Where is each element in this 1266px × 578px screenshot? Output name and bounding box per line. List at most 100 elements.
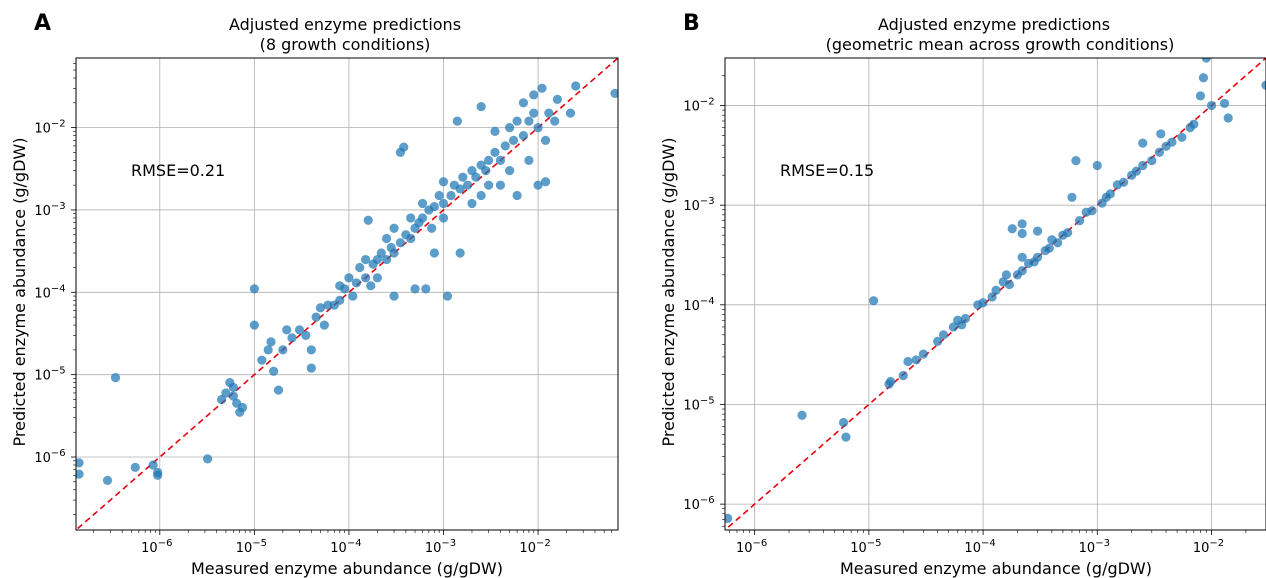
data-point xyxy=(237,402,248,413)
chart-title-a-line-1: Adjusted enzyme predictions xyxy=(229,15,461,34)
data-point xyxy=(360,254,371,265)
data-point xyxy=(76,458,84,468)
data-point xyxy=(355,262,365,273)
data-point xyxy=(505,122,515,133)
data-point xyxy=(455,248,465,258)
data-point xyxy=(918,349,928,359)
data-point xyxy=(257,355,267,365)
data-point xyxy=(228,391,238,401)
data-point xyxy=(1138,160,1148,171)
plot-frame xyxy=(75,57,619,531)
data-point xyxy=(1189,119,1199,129)
data-point xyxy=(948,322,959,332)
data-point xyxy=(452,116,462,126)
x-tick-label: 10−3 xyxy=(1079,538,1110,556)
data-point xyxy=(476,190,486,201)
data-point xyxy=(898,370,908,381)
panel-letter-a: A xyxy=(34,11,51,36)
data-point xyxy=(524,116,534,126)
data-point xyxy=(221,388,231,398)
data-point xyxy=(571,81,581,91)
data-point xyxy=(1156,129,1166,139)
data-point xyxy=(421,284,431,294)
x-tick-label: 10−4 xyxy=(964,538,995,556)
data-point xyxy=(960,313,970,324)
x-tick-label: 10−3 xyxy=(425,538,456,556)
data-point xyxy=(533,180,543,190)
data-point xyxy=(537,83,547,93)
x-axis-label-a: Measured enzyme abundance (g/gDW) xyxy=(191,559,503,578)
data-point xyxy=(1075,216,1085,226)
data-point xyxy=(1001,270,1011,280)
data-point xyxy=(1177,132,1187,142)
x-tick-label: 10−6 xyxy=(736,538,767,556)
data-point xyxy=(263,345,273,355)
data-point xyxy=(301,330,311,340)
data-point xyxy=(395,238,405,248)
data-point xyxy=(1092,160,1102,171)
data-point xyxy=(1131,166,1142,176)
data-point xyxy=(987,292,997,302)
y-tick-label: 10−3 xyxy=(683,196,714,214)
y-tick-label: 10−5 xyxy=(34,366,65,384)
data-point xyxy=(323,300,333,310)
axes-a: 10−6 10−5 10−4 10−3 10−2 10−6 10−5 10−4 10−3 10−2 xyxy=(34,57,619,556)
data-point xyxy=(269,366,279,376)
data-point xyxy=(933,336,943,346)
data-point xyxy=(389,291,399,301)
data-point xyxy=(886,376,896,387)
data-point xyxy=(1154,147,1165,157)
data-point xyxy=(552,94,562,104)
data-point xyxy=(1261,80,1266,90)
data-point xyxy=(725,513,733,523)
data-point xyxy=(565,108,576,118)
data-point xyxy=(249,320,259,330)
rmse-annotation-b: RMSE=0.15 xyxy=(780,161,874,180)
data-point xyxy=(490,147,500,157)
data-point xyxy=(216,394,227,405)
y-tick-label: 10−4 xyxy=(683,296,714,314)
data-point xyxy=(315,303,326,313)
data-point xyxy=(282,325,292,335)
panel-b: B Adjusted enzyme predictions (geometric… xyxy=(659,11,1266,578)
data-point xyxy=(495,180,506,190)
data-point xyxy=(273,385,284,395)
data-point xyxy=(467,198,477,209)
data-point xyxy=(1105,189,1115,199)
data-point xyxy=(1195,91,1206,101)
data-point xyxy=(1032,252,1043,262)
data-point xyxy=(438,177,449,187)
y-axis-label-a: Predicted enzyme abundance (g/gDW) xyxy=(10,138,29,447)
data-point xyxy=(406,233,416,244)
data-point xyxy=(841,432,851,442)
x-tick-label: 10−4 xyxy=(330,538,361,556)
data-point xyxy=(1087,206,1097,216)
data-point xyxy=(427,223,437,233)
identity-line-a xyxy=(76,58,618,530)
data-point xyxy=(797,410,807,420)
data-point xyxy=(1138,138,1148,148)
data-point xyxy=(278,345,288,355)
data-point xyxy=(1053,238,1063,248)
data-point xyxy=(202,454,213,464)
data-point xyxy=(410,284,420,294)
x-tick-label: 10−5 xyxy=(850,538,881,556)
panel-letter-b: B xyxy=(683,11,700,36)
data-point xyxy=(838,417,849,428)
data-point xyxy=(978,298,988,308)
data-point xyxy=(481,166,491,176)
data-point xyxy=(340,284,350,294)
data-point xyxy=(110,373,121,383)
data-point xyxy=(1007,224,1017,234)
data-point xyxy=(348,291,358,301)
data-point xyxy=(518,130,529,141)
y-tick-label: 10−2 xyxy=(683,97,714,115)
plot-frame xyxy=(724,57,1266,531)
data-point xyxy=(102,475,113,486)
data-point xyxy=(294,325,305,335)
data-point xyxy=(446,190,456,201)
data-point xyxy=(911,355,921,365)
data-point xyxy=(610,88,618,99)
data-point xyxy=(458,172,468,182)
